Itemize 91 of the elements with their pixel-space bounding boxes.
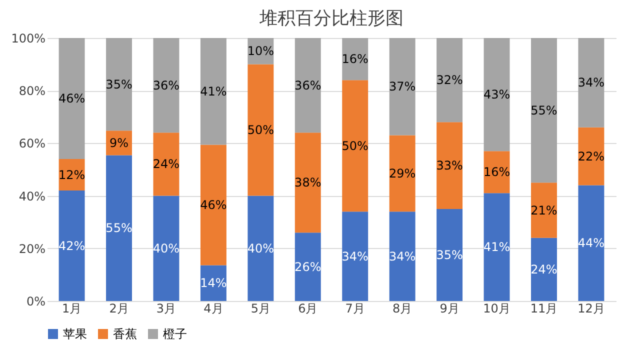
bar [200, 265, 226, 301]
data-label: 46% [58, 91, 86, 106]
data-label: 24% [530, 262, 558, 276]
bar [531, 38, 557, 183]
bar [248, 64, 274, 196]
data-label: 35% [436, 248, 463, 262]
data-label: 32% [436, 73, 463, 88]
bar [484, 38, 510, 152]
chart-title: 堆积百分比柱形图 [258, 8, 404, 29]
y-tick-label: 100% [11, 32, 46, 46]
data-label: 9% [109, 136, 129, 150]
data-label: 40% [152, 241, 180, 256]
x-tick-label: 12月 [578, 302, 605, 316]
data-label: 38% [294, 176, 322, 190]
bar [153, 38, 180, 133]
data-label: 33% [436, 158, 463, 173]
bar [389, 135, 416, 212]
legend-label: 苹果 [63, 327, 87, 341]
data-label: 40% [247, 241, 274, 256]
x-tick-label: 10月 [483, 302, 510, 316]
data-label: 22% [578, 149, 605, 164]
data-label: 50% [342, 138, 368, 153]
data-label: 26% [294, 260, 322, 274]
data-label: 24% [152, 157, 180, 172]
y-tick-label: 0% [26, 294, 46, 308]
bar [389, 38, 416, 136]
bar [153, 132, 180, 196]
data-label: 42% [58, 238, 86, 253]
x-tick-label: 4月 [204, 302, 224, 316]
data-label: 41% [483, 240, 510, 254]
bar [294, 232, 321, 301]
bar [484, 193, 510, 301]
x-tick-label: 11月 [530, 302, 558, 316]
data-label: 46% [200, 198, 227, 212]
x-tick-label: 8月 [392, 302, 412, 316]
data-label: 29% [388, 166, 416, 180]
bar [200, 144, 226, 266]
data-label: 55% [530, 103, 558, 118]
data-label: 36% [152, 78, 180, 92]
legend-label: 香蕉 [113, 327, 137, 341]
data-label: 37% [388, 80, 416, 94]
data-label: 34% [388, 249, 416, 264]
data-label: 35% [106, 77, 132, 92]
data-label: 34% [342, 249, 368, 264]
data-label: 12% [58, 168, 86, 182]
y-tick-label: 80% [18, 84, 46, 98]
x-tick-label: 7月 [345, 302, 365, 316]
y-tick-label: 40% [18, 189, 46, 204]
data-label: 34% [578, 76, 605, 90]
bar [153, 196, 180, 301]
x-tick-label: 5月 [250, 302, 270, 316]
y-tick-label: 20% [18, 242, 46, 256]
data-label: 43% [483, 88, 510, 102]
data-label: 41% [200, 84, 227, 98]
data-label: 10% [247, 44, 274, 58]
data-label: 55% [106, 221, 132, 236]
data-label: 16% [483, 165, 510, 180]
data-label: 21% [530, 203, 558, 218]
bar [342, 212, 368, 301]
bar [389, 212, 416, 301]
bar [342, 38, 368, 80]
bar [294, 38, 321, 133]
bar [578, 38, 604, 128]
bar [58, 190, 85, 301]
data-label: 50% [247, 123, 274, 138]
bar [294, 132, 321, 233]
bar [436, 122, 463, 209]
data-label: 36% [294, 78, 322, 92]
data-label: 16% [342, 52, 368, 66]
bar [248, 196, 274, 301]
x-tick-label: 2月 [109, 302, 129, 316]
bar [436, 208, 463, 301]
data-label: 44% [578, 236, 605, 250]
bar [436, 38, 463, 122]
bar [106, 38, 132, 131]
y-tick-label: 60% [18, 136, 46, 151]
bar [106, 155, 132, 301]
legend-label: 橙子 [163, 327, 187, 341]
bar [484, 151, 510, 194]
bar [200, 38, 226, 145]
x-tick-label: 3月 [156, 302, 176, 316]
bar [578, 127, 604, 186]
bar [578, 185, 604, 301]
data-label: 14% [200, 276, 227, 290]
x-tick-label: 9月 [440, 302, 460, 316]
bar [342, 80, 368, 212]
bar [531, 238, 557, 301]
bar [531, 182, 557, 238]
x-tick-label: 6月 [298, 302, 318, 316]
bar [58, 38, 85, 159]
x-tick-label: 1月 [62, 302, 82, 316]
